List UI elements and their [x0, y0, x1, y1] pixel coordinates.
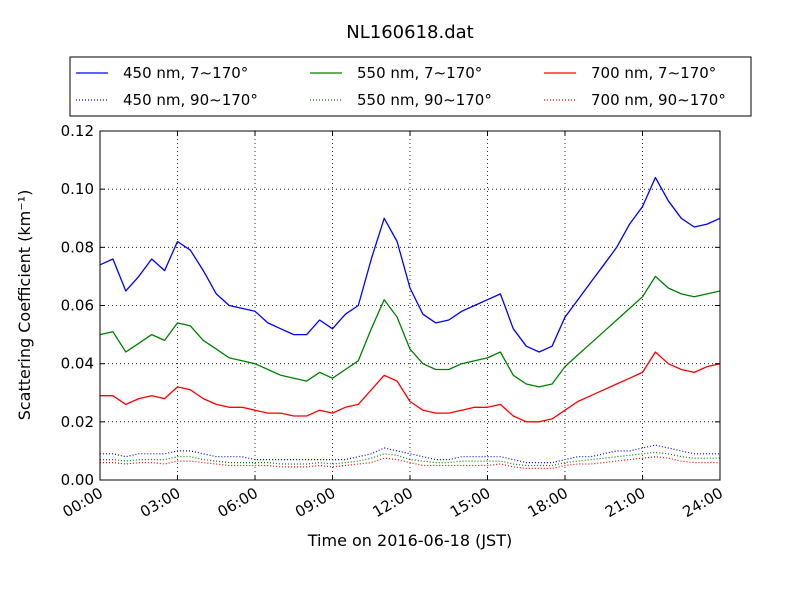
y-tick-label: 0.06	[61, 297, 94, 315]
series-layer	[99, 176, 721, 469]
x-tick-label: 18:00	[525, 484, 571, 521]
y-tick-label: 0.08	[61, 238, 94, 256]
x-tick-label: 15:00	[447, 484, 493, 521]
x-tick-label: 12:00	[370, 484, 416, 521]
x-tick-label: 03:00	[137, 484, 183, 521]
legend-label: 700 nm, 90∼170°	[591, 91, 726, 109]
grid-lines	[100, 131, 720, 480]
y-tick-labels: 0.00 0.02 0.04 0.06 0.08 0.10 0.12	[61, 122, 94, 489]
x-tick-label: 06:00	[215, 484, 261, 521]
legend-label: 450 nm, 90∼170°	[123, 91, 258, 109]
tick-marks	[99, 130, 721, 481]
y-tick-label: 0.00	[61, 471, 94, 489]
y-tick-label: 0.04	[61, 355, 94, 373]
y-tick-label: 0.12	[61, 122, 94, 140]
x-axis-label: Time on 2016-06-18 (JST)	[307, 531, 512, 550]
series-line-5	[100, 456, 720, 469]
legend-label: 550 nm, 90∼170°	[357, 91, 492, 109]
y-tick-label: 0.02	[61, 413, 94, 431]
legend-label: 700 nm, 7∼170°	[591, 64, 716, 82]
chart-title: NL160618.dat	[346, 22, 473, 43]
plot-area: 00:00 03:00 06:00 09:00 12:00 15:00 18:00 21:00…	[60, 122, 726, 521]
series-line-0	[99, 176, 721, 353]
series-line-2	[100, 351, 721, 423]
x-tick-label: 24:00	[680, 484, 726, 521]
series-line-1	[99, 275, 721, 388]
legend: 450 nm, 7∼170° 550 nm, 7∼170° 700 nm, 7∼17…	[69, 56, 752, 117]
x-tick-label: 00:00	[60, 484, 106, 521]
x-tick-label: 21:00	[602, 484, 648, 521]
y-tick-label: 0.10	[61, 180, 94, 198]
legend-frame	[69, 56, 752, 117]
x-tick-labels: 00:00 03:00 06:00 09:00 12:00 15:00 18:00 21:00…	[60, 484, 726, 521]
x-tick-label: 09:00	[292, 484, 338, 521]
y-axis-label: Scattering Coefficient (km⁻¹)	[15, 190, 34, 421]
legend-label: 450 nm, 7∼170°	[123, 64, 248, 82]
legend-label: 550 nm, 7∼170°	[357, 64, 482, 82]
